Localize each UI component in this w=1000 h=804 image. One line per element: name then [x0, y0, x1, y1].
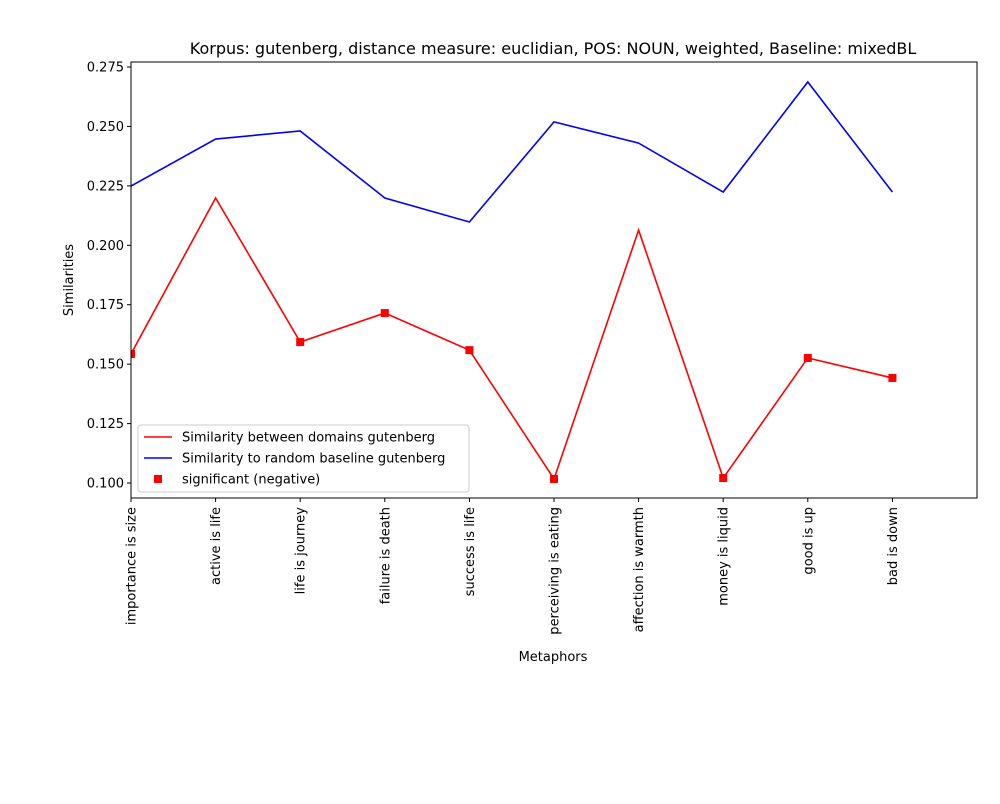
x-tick-label: bad is down [886, 507, 901, 585]
legend-marker [154, 475, 162, 483]
x-tick-label: active is life [209, 507, 224, 585]
y-tick-label: 0.200 [87, 239, 124, 254]
legend-box [137, 424, 470, 493]
x-tick-label: money is liquid [717, 507, 732, 606]
y-tick-label: 0.175 [87, 298, 124, 313]
y-tick-label: 0.275 [87, 60, 124, 75]
y-tick-label: 0.100 [87, 477, 124, 492]
x-tick-label: affection is warmth [632, 507, 647, 632]
x-tick-label: success is life [463, 507, 478, 596]
marker [380, 309, 389, 318]
line [131, 196, 893, 481]
marker [131, 349, 135, 358]
chart-title: Korpus: gutenberg, distance measure: euc… [190, 39, 917, 58]
y-tick-label: 0.225 [87, 179, 124, 194]
legend-label: Similarity to random baseline gutenberg [182, 452, 445, 467]
y-tick-label: 0.125 [87, 417, 124, 432]
y-axis-label: Similarities [62, 244, 77, 316]
marker [296, 338, 305, 347]
line [131, 80, 894, 223]
x-tick-label: life is journey [294, 507, 309, 595]
x-axis-label: Metaphors [519, 650, 588, 665]
x-tick-label: failure is death [378, 507, 393, 604]
y-tick-label: 0.150 [87, 358, 124, 373]
marker [888, 373, 897, 382]
plot-frame [130, 61, 978, 499]
x-tick-label: good is up [801, 507, 816, 575]
x-tick-label: importance is size [125, 507, 140, 625]
x-tick-label: perceiving is eating [548, 507, 563, 635]
legend-label: significant (negative) [182, 473, 320, 488]
marker [465, 346, 474, 355]
y-tick-label: 0.250 [87, 120, 124, 135]
legend-label: Similarity between domains gutenberg [182, 431, 435, 446]
marker [719, 474, 728, 483]
marker [803, 353, 812, 362]
marker [550, 474, 558, 483]
